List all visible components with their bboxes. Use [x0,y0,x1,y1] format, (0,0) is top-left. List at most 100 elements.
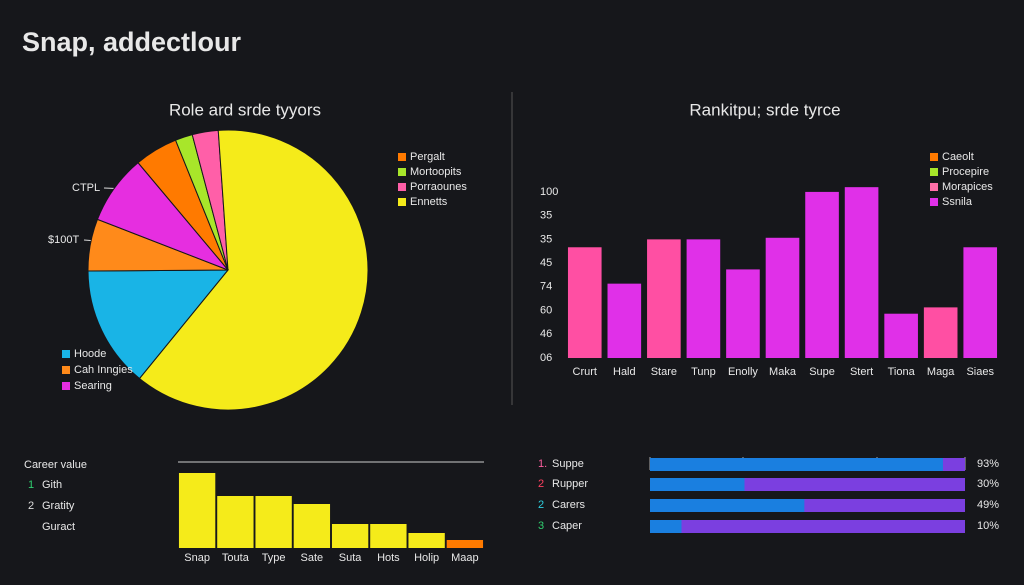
bar [923,307,958,358]
x-tick-label: Holip [414,552,439,564]
rank: 1. [538,458,547,470]
bar [331,524,369,548]
legend-swatch [398,153,406,161]
rank: 2 [538,499,544,511]
y-tick-label: 60 [540,304,552,316]
bar [255,496,292,548]
bar [607,283,642,358]
legend-label: Searing [74,380,112,392]
bar [884,313,918,358]
bar [963,247,998,358]
x-tick-label: Maga [927,366,955,378]
legend-swatch [930,183,938,191]
bar [567,247,602,358]
row-label: Rupper [552,478,588,490]
legend-label: Procepire [942,166,989,178]
x-tick-label: Tiona [888,366,916,378]
y-tick-label: 35 [540,233,552,245]
legend-swatch [930,198,938,206]
x-tick-label: Type [262,552,286,564]
legend-swatch [62,350,70,358]
legend-label: Ssnila [942,196,973,208]
legend-label: Cah Inngies [74,364,133,376]
bar [686,239,721,358]
legend-swatch [62,366,70,374]
x-tick-label: Sate [301,552,324,564]
row-label: Caper [552,520,582,532]
legend-swatch [398,183,406,191]
chart-title: Role ard srde tyyors [169,100,321,119]
bar [370,524,407,548]
progress-fill [650,499,805,512]
legend-label: Morapices [942,181,993,193]
annotation: CTPL [72,182,100,194]
list-label: Guract [42,521,75,533]
value-label: 93% [977,458,999,470]
value-label: 10% [977,520,999,532]
legend-label: Caeolt [942,151,974,163]
legend-label: Hoode [74,348,106,360]
x-tick-label: Siaes [966,366,994,378]
bar [408,533,445,548]
x-tick-label: Crurt [573,366,597,378]
bar [647,239,681,358]
y-tick-label: 35 [540,210,552,222]
y-tick-label: 46 [540,328,552,340]
list-label: Gratity [42,500,75,512]
x-tick-label: Hots [377,552,400,564]
x-tick-label: Supe [809,366,835,378]
x-tick-label: Hald [613,366,636,378]
bar [726,269,760,358]
bar [217,496,254,548]
legend-swatch [930,168,938,176]
legend-swatch [930,153,938,161]
bar [805,191,839,358]
x-tick-label: Stare [651,366,677,378]
x-tick-label: Maap [451,552,479,564]
x-tick-label: Tunp [691,366,716,378]
x-tick-label: Enolly [728,366,758,378]
legend-swatch [398,168,406,176]
y-tick-label: 100 [540,186,558,198]
progress-track [650,520,965,533]
progress-fill [650,478,745,491]
value-label: 49% [977,499,999,511]
list-number: 1 [28,479,34,491]
legend-swatch [398,198,406,206]
bar [293,504,331,548]
row-label: Carers [552,499,586,511]
progress-fill [650,520,682,533]
x-tick-label: Suta [339,552,363,564]
y-tick-label: 74 [540,281,552,293]
x-tick-label: Touta [222,552,250,564]
legend-label: Mortoopits [410,166,462,178]
pie-slice [87,269,230,380]
legend-label: Ennetts [410,196,448,208]
legend-label: Pergalt [410,151,445,163]
bar [178,473,216,548]
page-title: Snap, addectlour [22,27,242,57]
y-tick-label: 06 [540,352,552,364]
list-number: 2 [28,500,34,512]
x-tick-label: Snap [184,552,210,564]
value-label: 30% [977,478,999,490]
rank: 2 [538,478,544,490]
rank: 3 [538,520,544,532]
x-tick-label: Stert [850,366,873,378]
legend-label: Porraounes [410,181,467,193]
bar [446,540,484,548]
progress-fill [650,458,943,471]
pie-slice [138,129,369,411]
list-label: Gith [42,479,62,491]
chart-title: Rankitpu; srde tyrce [689,100,840,119]
bar [844,187,879,358]
pie-slice [96,162,229,271]
y-tick-label: 45 [540,257,552,269]
row-label: Suppe [552,458,584,470]
bar [765,237,800,358]
x-tick-label: Maka [769,366,797,378]
annotation: $100T [48,234,79,246]
list-title: Career value [24,459,87,471]
legend-swatch [62,382,70,390]
